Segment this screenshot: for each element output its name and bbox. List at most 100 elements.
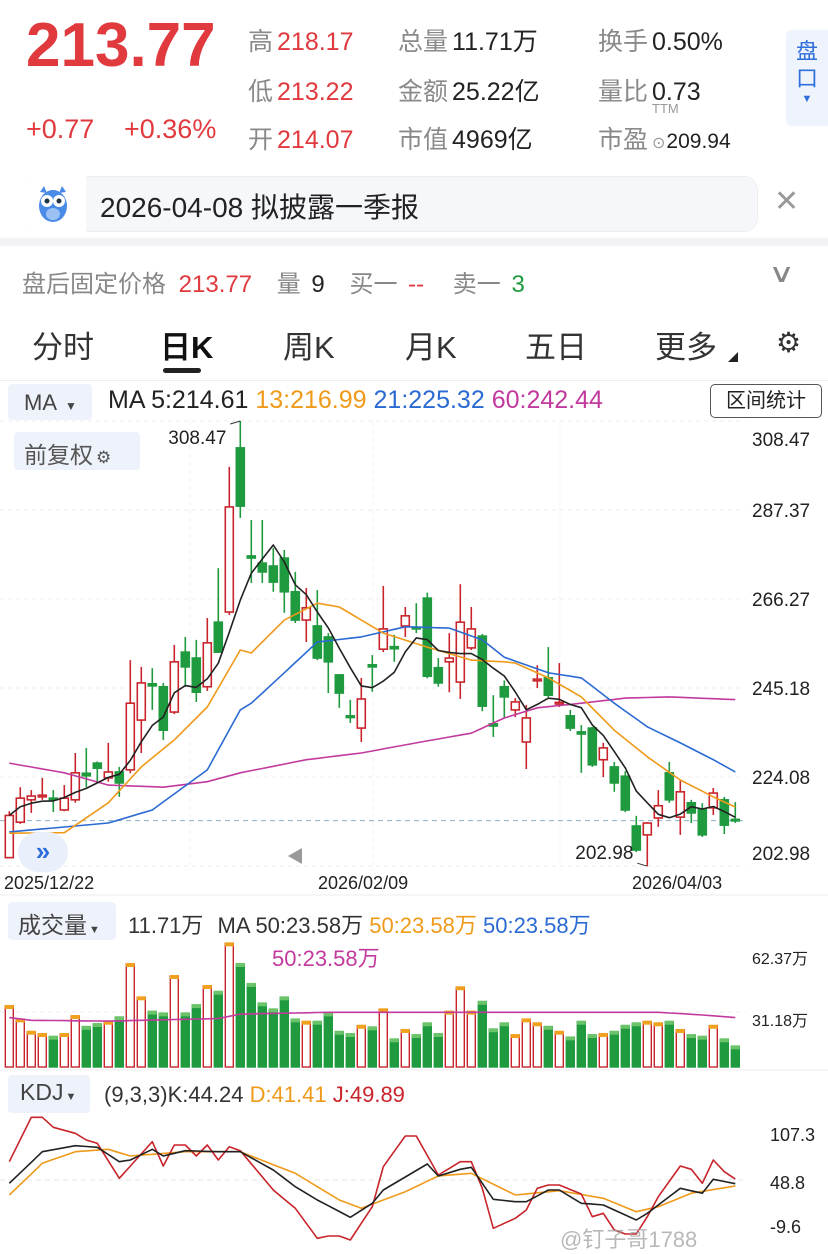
kdj-selector[interactable]: KDJ ▼ [8,1075,90,1113]
stat-value: 209.94 [666,130,731,153]
volume-bar-body [312,1020,322,1068]
volume-bar-body [422,1022,432,1068]
volume-bar-cap [136,996,146,1001]
volume-bar-cap [620,1024,630,1029]
volume-bar [455,986,465,1068]
stat-8: 市盈 TTM ⊙209.94 [598,102,731,156]
volume-ma-b: 50:23.58万 [369,913,477,938]
kdj-selector-label: KDJ [20,1079,64,1105]
volume-bar [389,1038,399,1068]
kdj-d-value: D:41.41 [249,1082,327,1107]
caret-down-icon: ▼ [801,93,813,105]
volume-selector[interactable]: 成交量 ▼ [8,902,116,940]
kdj-j-value: J:49.89 [332,1082,405,1107]
expand-double-chevron-icon[interactable]: » [18,832,68,872]
candle [246,520,257,583]
volume-bar [323,1012,333,1068]
volume-bar-cap [180,1012,190,1017]
scroll-left-arrow-icon[interactable] [288,848,302,864]
volume-bar-body [191,1004,202,1068]
tab-five-day[interactable]: 五日 [525,330,587,365]
volume-bar-body [246,983,257,1068]
kdj-axis-label: 48.8 [770,1173,805,1193]
volume-bar-cap [389,1038,399,1043]
tab-monthly-k[interactable]: 月K [405,330,457,365]
volume-bar [488,1028,498,1068]
volume-bar-cap [48,1035,58,1040]
notice-banner[interactable] [20,176,758,232]
volume-bar-body [70,1015,81,1068]
price-change-pct: +0.36% [124,114,217,144]
volume-bar-cap [70,1015,80,1020]
info-icon[interactable]: ⊙ [652,135,666,152]
candle-body [246,555,257,559]
volume-bar [257,1002,267,1068]
volume-bar [345,1033,355,1068]
volume-bar [521,1018,531,1068]
price-axis-label: 202.98 [752,844,810,865]
volume-bar-cap [147,1010,157,1015]
candle-body [631,825,642,851]
candle [653,790,664,827]
volume-bar-cap [81,1025,91,1030]
volume-ma-d: 50:23.58万 [272,946,380,971]
stat-value: 4969亿 [452,126,533,154]
candle [136,666,147,753]
volume-bar-cap [114,1016,124,1021]
volume-bar-body [466,1010,476,1068]
volume-bar-cap [15,1018,25,1023]
volume-bar-body [323,1012,333,1068]
volume-bar-body [290,1018,300,1068]
volume-bar-cap [378,1008,388,1013]
ma60-line [9,696,736,788]
volume-selector-label: 成交量 [18,912,87,938]
candle [323,633,334,694]
candle-body [697,808,708,836]
tab-fenshi[interactable]: 分时 [32,330,94,365]
gear-icon[interactable]: ⚙ [776,327,802,358]
volume-bar-body [268,1008,278,1068]
candle [48,790,59,813]
candle-body [136,682,147,721]
adjust-selector[interactable]: 前复权 ⚙ [14,432,140,470]
candle [411,603,422,634]
pankou-button[interactable]: 盘口 ▼ [786,30,828,126]
divider [0,238,828,246]
tab-daily-k[interactable]: 日K [160,330,214,365]
volume-bar-body [367,1026,377,1068]
volume-bar-body [279,996,289,1068]
volume-bar [213,990,224,1068]
chevron-down-icon[interactable]: ∨ [768,258,795,288]
candle [345,699,356,724]
volume-bar-cap [26,1030,36,1035]
price-change: +0.77 [26,114,95,144]
close-icon[interactable]: ✕ [774,185,800,218]
candle-body [565,715,576,729]
tab-weekly-k[interactable]: 周K [283,330,335,365]
candle-body [576,731,587,735]
candle-body [345,715,356,719]
ma-selector[interactable]: MA ▼ [8,384,92,420]
volume-bar [48,1035,58,1068]
volume-bar-body [389,1038,399,1068]
candle-body [26,795,37,801]
tab-more[interactable]: 更多 [655,330,717,365]
candle-body [708,792,719,809]
volume-bar-cap [653,1022,663,1027]
volume-bar-cap [554,1030,564,1035]
volume-bar [532,1022,542,1068]
volume-axis-label: 31.18万 [752,1013,808,1030]
candle [378,585,389,653]
candle [554,663,565,707]
volume-bar [477,1000,487,1068]
volume-bar [268,1008,278,1068]
volume-bar [246,982,257,1068]
volume-bar-cap [345,1033,355,1038]
range-stats-button[interactable]: 区间统计 [710,384,822,418]
candle [422,592,433,679]
date-axis-label: 2025/12/22 [4,873,94,893]
volume-bar-body [224,942,235,1068]
candle-body [37,794,48,798]
volume-bar [367,1026,377,1068]
